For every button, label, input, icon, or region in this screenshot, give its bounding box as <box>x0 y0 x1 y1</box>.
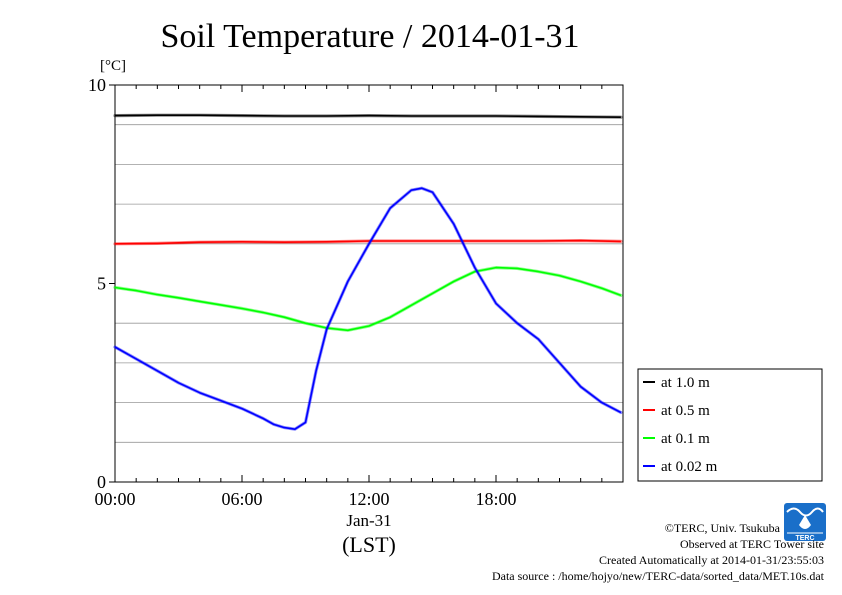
x-axis-label: (LST) <box>342 532 396 557</box>
x-minor-ticks <box>135 85 603 482</box>
y-tick-label: 10 <box>88 75 106 95</box>
x-tick-label: 06:00 <box>221 489 262 509</box>
series-line <box>114 114 621 118</box>
copyright-text: ©TERC, Univ. Tsukuba <box>664 521 780 535</box>
credits: ©TERC, Univ. Tsukuba Observed at TERC To… <box>492 520 824 584</box>
y-tick-label: 0 <box>97 472 106 492</box>
x-tick-label: 12:00 <box>348 489 389 509</box>
series-line <box>114 239 621 245</box>
series-line-shadow <box>113 266 623 332</box>
source-text: Data source : /home/hojyo/new/TERC-data/… <box>491 569 824 583</box>
series-line-shadow <box>113 186 623 431</box>
legend-label: at 0.5 m <box>661 403 710 419</box>
y-gridlines <box>115 124 623 443</box>
x-tick-label: 18:00 <box>475 489 516 509</box>
created-text: Created Automatically at 2014-01-31/23:5… <box>599 553 824 567</box>
y-axis-unit: [°C] <box>100 58 126 74</box>
series-line <box>114 266 622 332</box>
x-tick-labels: 00:00 06:00 12:00 18:00 <box>94 489 516 509</box>
terc-logo-icon: TERC <box>784 503 826 542</box>
chart-title: Soil Temperature / 2014-01-31 <box>160 18 579 55</box>
date-label: Jan-31 <box>346 511 391 530</box>
legend-label: at 1.0 m <box>661 375 710 391</box>
logo-text: TERC <box>795 535 814 542</box>
y-tick-label: 5 <box>97 274 106 294</box>
legend: at 1.0 m at 0.5 m at 0.1 m at 0.02 m <box>637 368 823 482</box>
legend-box <box>637 368 823 482</box>
plot-frame <box>114 84 624 483</box>
series-lines <box>113 113 623 431</box>
x-tick-label: 00:00 <box>94 489 135 509</box>
observed-text: Observed at TERC Tower site <box>679 537 824 551</box>
y-tick-labels: 0 5 10 <box>88 75 115 492</box>
legend-label: at 0.02 m <box>661 459 718 475</box>
legend-label: at 0.1 m <box>661 431 710 447</box>
series-line <box>114 187 622 430</box>
